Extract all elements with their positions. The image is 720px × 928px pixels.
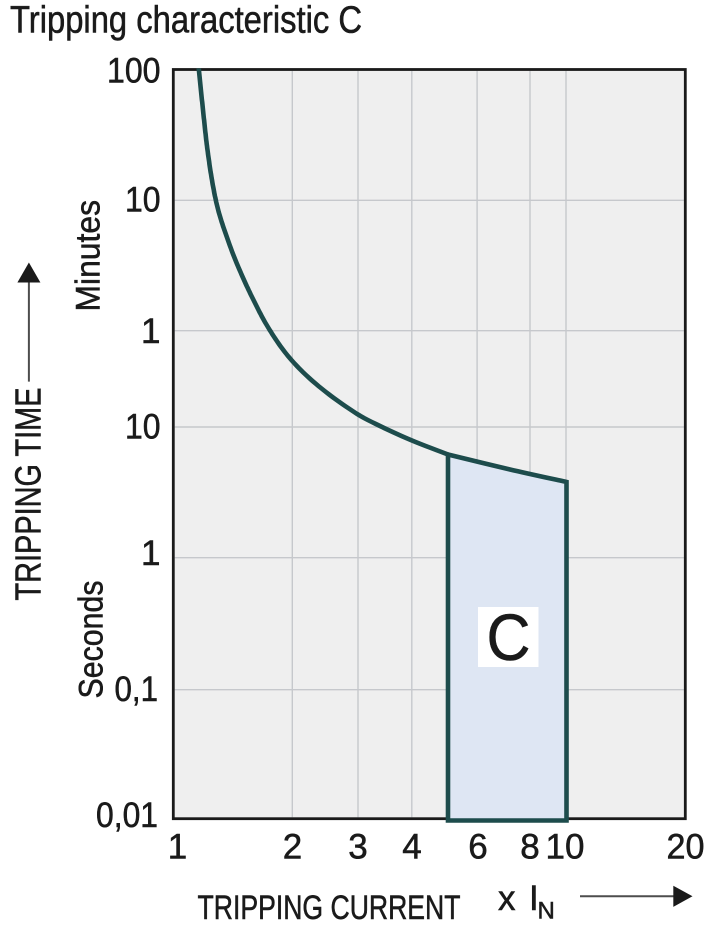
svg-text:TRIPPING CURRENT: TRIPPING CURRENT <box>198 889 461 927</box>
svg-text:C: C <box>487 600 531 674</box>
svg-text:3: 3 <box>348 828 367 867</box>
svg-text:100: 100 <box>107 52 161 91</box>
svg-text:1: 1 <box>141 534 160 573</box>
svg-text:2: 2 <box>283 828 302 867</box>
svg-text:Tripping characteristic C: Tripping characteristic C <box>10 0 362 41</box>
svg-text:6: 6 <box>468 828 487 867</box>
svg-text:Minutes: Minutes <box>70 200 108 312</box>
svg-text:1: 1 <box>141 312 160 351</box>
svg-text:4: 4 <box>402 828 421 867</box>
svg-text:10: 10 <box>125 408 161 447</box>
svg-text:1: 1 <box>168 828 187 867</box>
svg-text:20: 20 <box>667 828 705 867</box>
svg-text:0,1: 0,1 <box>115 670 159 709</box>
svg-text:N: N <box>538 898 555 925</box>
svg-text:Seconds: Seconds <box>73 581 111 699</box>
svg-text:x: x <box>498 879 516 918</box>
svg-text:10: 10 <box>125 181 161 220</box>
svg-text:8: 8 <box>520 828 539 867</box>
svg-text:TRIPPING TIME: TRIPPING TIME <box>8 388 49 601</box>
svg-text:0,01: 0,01 <box>96 796 158 835</box>
svg-text:I: I <box>529 879 539 918</box>
svg-text:10: 10 <box>546 828 585 867</box>
